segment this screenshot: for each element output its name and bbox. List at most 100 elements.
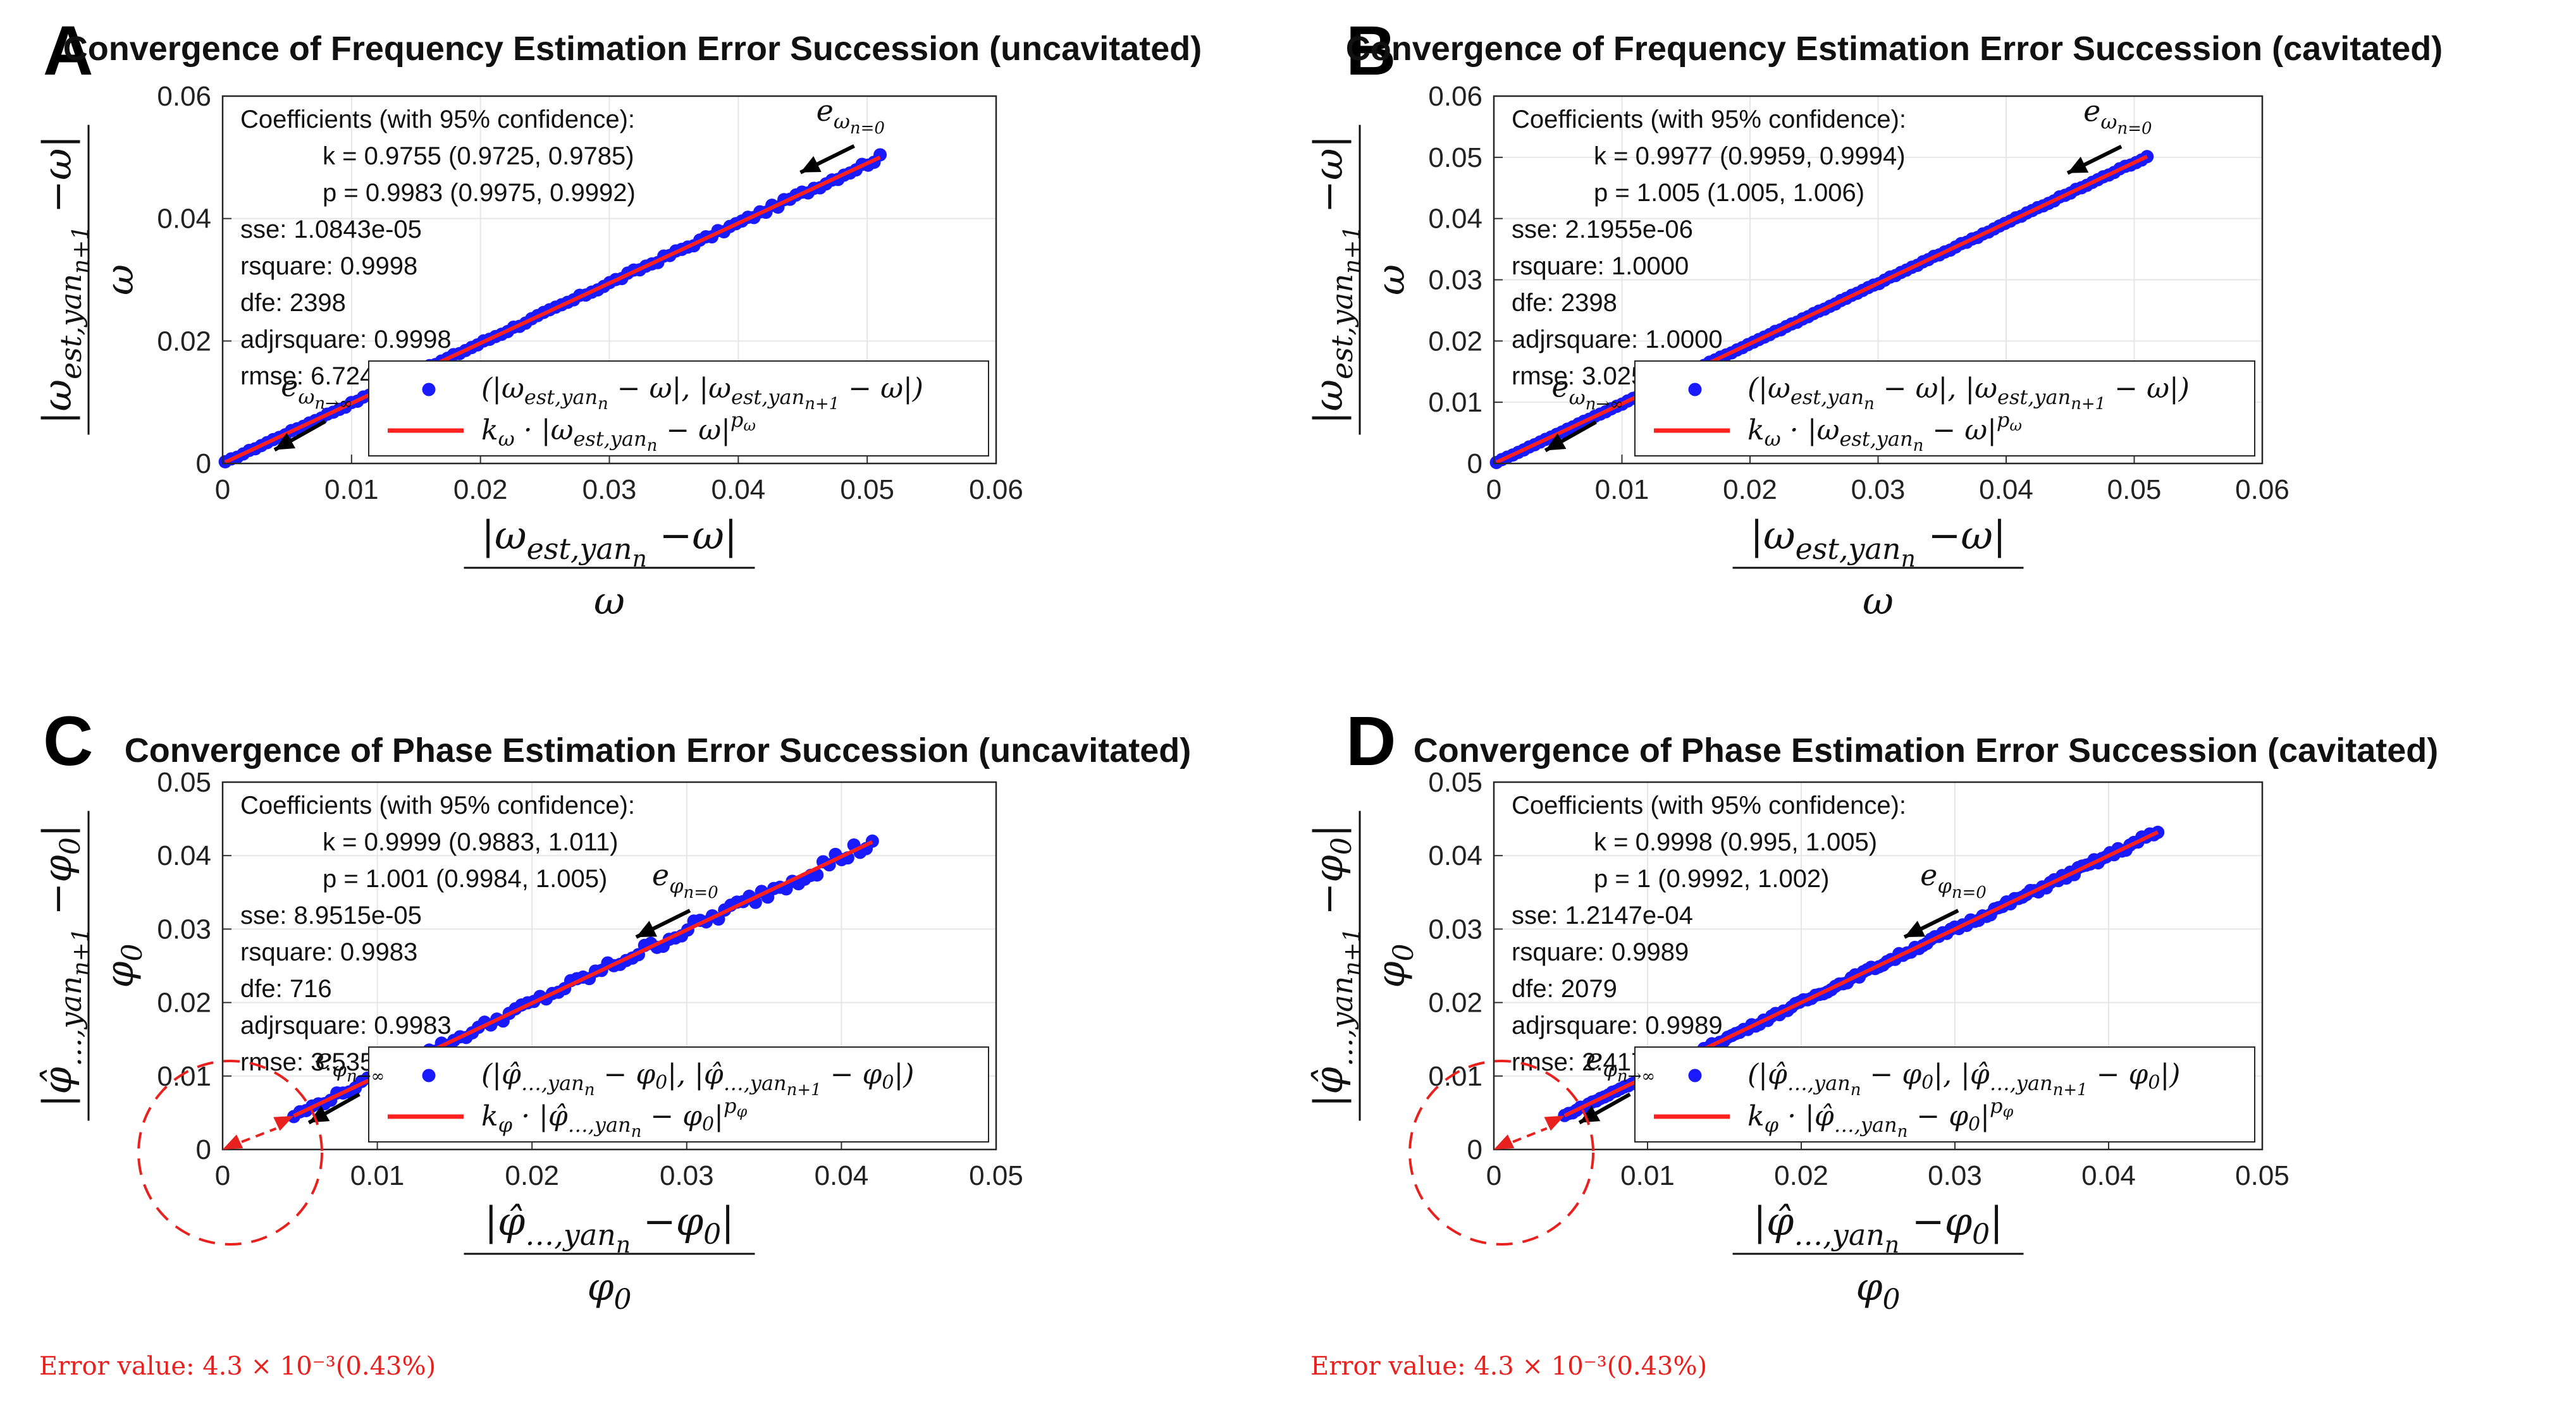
x-tick-label: 0.03 — [1928, 1160, 1982, 1191]
x-tick-label: 0.02 — [1723, 474, 1777, 505]
chart-title: Convergence of Phase Estimation Error Su… — [1414, 732, 2439, 769]
chart-title: Convergence of Frequency Estimation Erro… — [1346, 30, 2443, 68]
x-axis-label: |ωest,yann −ω| ω — [464, 512, 755, 623]
error-arrow-head-end — [1544, 1115, 1565, 1131]
y-tick-label: 0.06 — [1428, 81, 1482, 112]
stats-rsquare: rsquare: 0.9989 — [1512, 938, 1689, 966]
stats-heading: Coefficients (with 95% confidence): — [1512, 792, 1906, 819]
stats-sse: sse: 8.9515e-05 — [240, 902, 422, 929]
annotation-n-inf: eφn→∞ — [1586, 1042, 1655, 1086]
axis-label-numerator: |ωest,yann −ω| — [1750, 512, 2006, 572]
axis-label-denominator: ω — [1369, 264, 1414, 295]
axis-label-numerator: |ωest,yann+1 −ω| — [1305, 135, 1365, 425]
legend-fit-label: kφ · |φ̂…,yann − φ0|pφ — [481, 1094, 747, 1141]
annotation-n-0: eφn=0 — [652, 858, 718, 902]
y-tick-label: 0.04 — [1428, 840, 1482, 871]
y-axis-label: |φ̂…,yann+1 −φ0|φ0 — [1305, 811, 1420, 1121]
legend-box — [368, 360, 989, 457]
y-axis-label: |ωest,yann+1 −ω|ω — [1305, 125, 1414, 435]
plot-frame — [1493, 781, 2264, 1151]
annotation-n-0: eωn=0 — [2083, 94, 2152, 138]
legend-point-marker — [422, 383, 436, 396]
stats-p: p = 1 (0.9992, 1.002) — [1594, 865, 1830, 893]
panel-letter: C — [43, 702, 93, 780]
x-tick-label: 0.04 — [1979, 474, 2033, 505]
error-circle — [137, 1060, 323, 1246]
x-tick-label: 0.02 — [453, 474, 508, 505]
panel-d: D Convergence of Phase Estimation Error S… — [1305, 702, 2439, 1381]
legend-points-label: (|φ̂…,yann − φ0|, |φ̂…,yann+1 − φ0|) — [481, 1058, 914, 1100]
axis-label-denominator: φ0 — [587, 1265, 631, 1316]
stats-p: p = 0.9983 (0.9975, 0.9992) — [323, 179, 636, 207]
stats-rsquare: rsquare: 1.0000 — [1512, 252, 1689, 280]
panel-letter: A — [43, 12, 93, 90]
fit-line — [1495, 154, 2148, 464]
y-tick-label: 0.02 — [1428, 988, 1482, 1019]
stats-k: k = 0.9998 (0.995, 1.005) — [1594, 828, 1877, 856]
x-tick-label: 0.05 — [2235, 1160, 2289, 1191]
arrow-n-0-head — [2068, 156, 2089, 173]
stats-k: k = 0.9999 (0.9883, 1.011) — [323, 828, 618, 856]
x-tick-label: 0.04 — [2081, 1160, 2136, 1191]
x-tick-label: 0 — [1486, 1160, 1501, 1191]
y-tick-label: 0.04 — [157, 204, 211, 235]
legend-fit-label: kω · |ωest,yann − ω|pω — [1747, 408, 2022, 455]
y-tick-label: 0.03 — [1428, 265, 1482, 296]
x-tick-label: 0.01 — [1620, 1160, 1675, 1191]
legend-box — [368, 1046, 989, 1143]
y-tick-label: 0 — [1467, 448, 1482, 479]
stats-adjrsquare: adjrsquare: 0.9983 — [240, 1012, 452, 1039]
axis-label-denominator: φ0 — [1369, 943, 1420, 988]
legend-points-label: (|ωest,yann − ω|, |ωest,yann+1 − ω|) — [481, 372, 923, 414]
y-tick-label: 0.05 — [1428, 142, 1482, 173]
error-value-note: Error value: 4.3 × 10⁻³(0.43%) — [1310, 1352, 1707, 1381]
y-tick-label: 0.02 — [157, 988, 211, 1019]
legend-fit-label: kφ · |φ̂…,yann − φ0|pφ — [1747, 1094, 2013, 1141]
stats-heading: Coefficients (with 95% confidence): — [1512, 106, 1906, 133]
y-tick-label: 0.05 — [1428, 767, 1482, 798]
y-tick-label: 0.01 — [1428, 387, 1482, 418]
y-tick-label: 0.02 — [157, 326, 211, 357]
fit-line — [224, 156, 881, 464]
legend-points-label: (|φ̂…,yann − φ0|, |φ̂…,yann+1 − φ0|) — [1747, 1058, 2180, 1100]
x-axis-label: |φ̂…,yann −φ0| φ0 — [1732, 1198, 2024, 1316]
x-tick-label: 0.02 — [505, 1160, 559, 1191]
error-arrow-head-origin — [223, 1134, 243, 1149]
panel-letter: B — [1346, 12, 1396, 90]
stats-adjrsquare: adjrsquare: 1.0000 — [1512, 326, 1723, 353]
stats-heading: Coefficients (with 95% confidence): — [240, 792, 635, 819]
annotation-n-inf: eφn→∞ — [315, 1042, 385, 1086]
panel-c: C Convergence of Phase Estimation Error S… — [34, 702, 1191, 1381]
arrow-n-0-head — [636, 921, 658, 938]
x-tick-label: 0.04 — [815, 1160, 869, 1191]
chart-title: Convergence of Frequency Estimation Erro… — [63, 30, 1202, 68]
x-tick-label: 0.03 — [660, 1160, 714, 1191]
x-tick-label: 0.01 — [1595, 474, 1649, 505]
x-tick-label: 0.06 — [2235, 474, 2289, 505]
y-tick-label: 0.05 — [157, 767, 211, 798]
legend-box — [1634, 360, 2255, 457]
annotation-n-inf: eωn→∞ — [1551, 369, 1624, 414]
stats-heading: Coefficients (with 95% confidence): — [240, 106, 635, 133]
stats-p: p = 1.005 (1.005, 1.006) — [1594, 179, 1864, 207]
stats-dfe: dfe: 2398 — [240, 289, 346, 317]
legend-box — [1634, 1046, 2255, 1143]
stats-k: k = 0.9755 (0.9725, 0.9785) — [323, 142, 634, 170]
axis-label-numerator: |φ̂…,yann −φ0| — [1753, 1198, 2003, 1258]
error-arrow-head-origin — [1494, 1134, 1515, 1149]
arrow-n-inf-head — [1579, 1105, 1601, 1123]
legend: (|ωest,yann − ω|, |ωest,yann+1 − ω|)kω ·… — [1634, 360, 2255, 457]
axis-label-denominator: φ0 — [1856, 1265, 1900, 1316]
annotation-n-0: eωn=0 — [817, 94, 885, 138]
y-tick-label: 0.04 — [157, 840, 211, 871]
legend-point-marker — [1688, 1069, 1702, 1082]
x-tick-label: 0 — [215, 1160, 230, 1191]
y-axis-label: |φ̂…,yann+1 −φ0|φ0 — [34, 811, 149, 1121]
arrow-n-0-head — [800, 156, 822, 173]
y-tick-label: 0.03 — [157, 914, 211, 945]
x-tick-label: 0.04 — [712, 474, 766, 505]
stats-p: p = 1.001 (0.9984, 1.005) — [323, 865, 607, 893]
